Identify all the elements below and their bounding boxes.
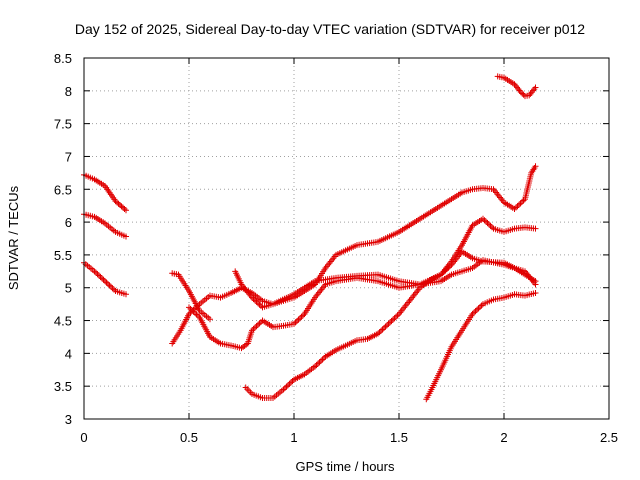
track-8-point (378, 327, 384, 334)
track-8-point (315, 360, 321, 367)
y-tick-label: 4.5 (54, 314, 72, 329)
track-8-point (481, 217, 488, 224)
track-3-point (99, 275, 105, 282)
x-axis-label: GPS time / hours (296, 459, 395, 474)
track-7-point (517, 200, 524, 207)
track-6-point (253, 323, 260, 330)
track-8-point (285, 382, 291, 389)
track-8-point (382, 323, 389, 330)
track-6-point (295, 316, 302, 323)
track-9-point (532, 289, 539, 296)
track-8-point (484, 220, 491, 227)
track-7-point (532, 163, 539, 170)
track-7-point (513, 204, 519, 211)
track-9-point (477, 303, 483, 310)
track-9-point (472, 308, 479, 315)
track-6-point (532, 278, 539, 285)
track-8-point (486, 221, 492, 228)
track-8-point (381, 325, 387, 332)
track-1-point (120, 204, 126, 211)
y-tick-label: 5 (65, 281, 72, 296)
track-1-point (118, 203, 125, 210)
track-3-point (97, 273, 104, 280)
y-axis-label: SDTVAR / TECUs (6, 185, 21, 290)
track-10-point (517, 89, 524, 96)
track-6-point (298, 313, 305, 320)
track-1-point (117, 202, 123, 209)
x-tick-label: 2 (500, 430, 507, 445)
y-tick-label: 7 (65, 149, 72, 164)
y-tick-label: 3.5 (54, 379, 72, 394)
track-3-point (108, 283, 114, 290)
track-8-point (288, 379, 294, 386)
track-10-point (519, 90, 526, 97)
track-3-point (103, 279, 110, 286)
track-3-point (123, 291, 129, 298)
track-8-point (394, 312, 401, 319)
plot-frame (83, 57, 610, 420)
y-tick-label: 6 (65, 215, 72, 230)
track-1-point (114, 199, 120, 206)
track-8-point (393, 313, 399, 320)
y-tick-label: 3 (65, 412, 72, 427)
track-8-point (286, 380, 293, 387)
track-3-point (102, 278, 108, 285)
track-7-point (519, 198, 525, 205)
track-8-point (313, 362, 320, 369)
y-tick-label: 5.5 (54, 248, 72, 263)
x-tick-label: 1.5 (390, 430, 408, 445)
track-9-point (475, 305, 482, 312)
track-3-point (106, 282, 113, 289)
track-8-point (385, 320, 392, 327)
track-3-point (93, 269, 99, 276)
x-tick-label: 0.5 (180, 430, 198, 445)
track-8-point (379, 326, 386, 333)
track-3-point (96, 272, 102, 279)
track-9-point (471, 309, 477, 316)
y-tick-label: 4 (65, 346, 72, 361)
track-8-point (282, 385, 288, 392)
data-points (81, 73, 539, 403)
track-8-point (319, 356, 326, 363)
axis-ticks: 0 0.5 1 1.5 2 2.5 3 3.5 4 4.5 5 5.5 6 6.5 7 7.5 8 8.5 (54, 51, 618, 445)
track-3-point (94, 271, 101, 278)
track-6-point (255, 321, 261, 328)
track-2-point (123, 233, 129, 240)
track-6-point (294, 318, 300, 325)
track-8-point (388, 318, 395, 325)
track-3-point (109, 285, 116, 292)
x-tick-label: 0 (80, 430, 87, 445)
y-tick-label: 8.5 (54, 51, 72, 66)
gridlines (84, 58, 609, 419)
track-7-point (258, 303, 264, 310)
track-1-point (115, 200, 122, 207)
track-8-point (487, 222, 494, 229)
x-tick-label: 2.5 (600, 430, 618, 445)
track-10-point (532, 84, 539, 91)
track-8-point (316, 359, 323, 366)
y-tick-label: 8 (65, 84, 72, 99)
track-10-point (520, 91, 527, 98)
track-8-point (384, 322, 390, 329)
track-3-point (105, 280, 111, 287)
track-8-point (318, 357, 324, 364)
y-tick-label: 6.5 (54, 182, 72, 197)
track-4-point (207, 316, 213, 323)
track-9-point (474, 306, 480, 313)
track-1-point (123, 207, 129, 214)
track-8-point (532, 225, 539, 232)
track-8-point (283, 383, 290, 390)
track-8-point (390, 316, 396, 323)
track-3-point (100, 276, 107, 283)
track-6-point (252, 324, 258, 331)
track-1-point (121, 205, 128, 212)
y-tick-label: 7.5 (54, 117, 72, 132)
track-6-point (297, 315, 303, 322)
track-7-point (516, 201, 522, 208)
x-tick-label: 1 (290, 430, 297, 445)
track-6-point (300, 312, 306, 319)
chart-title: Day 152 of 2025, Sidereal Day-to-day VTE… (75, 21, 585, 37)
